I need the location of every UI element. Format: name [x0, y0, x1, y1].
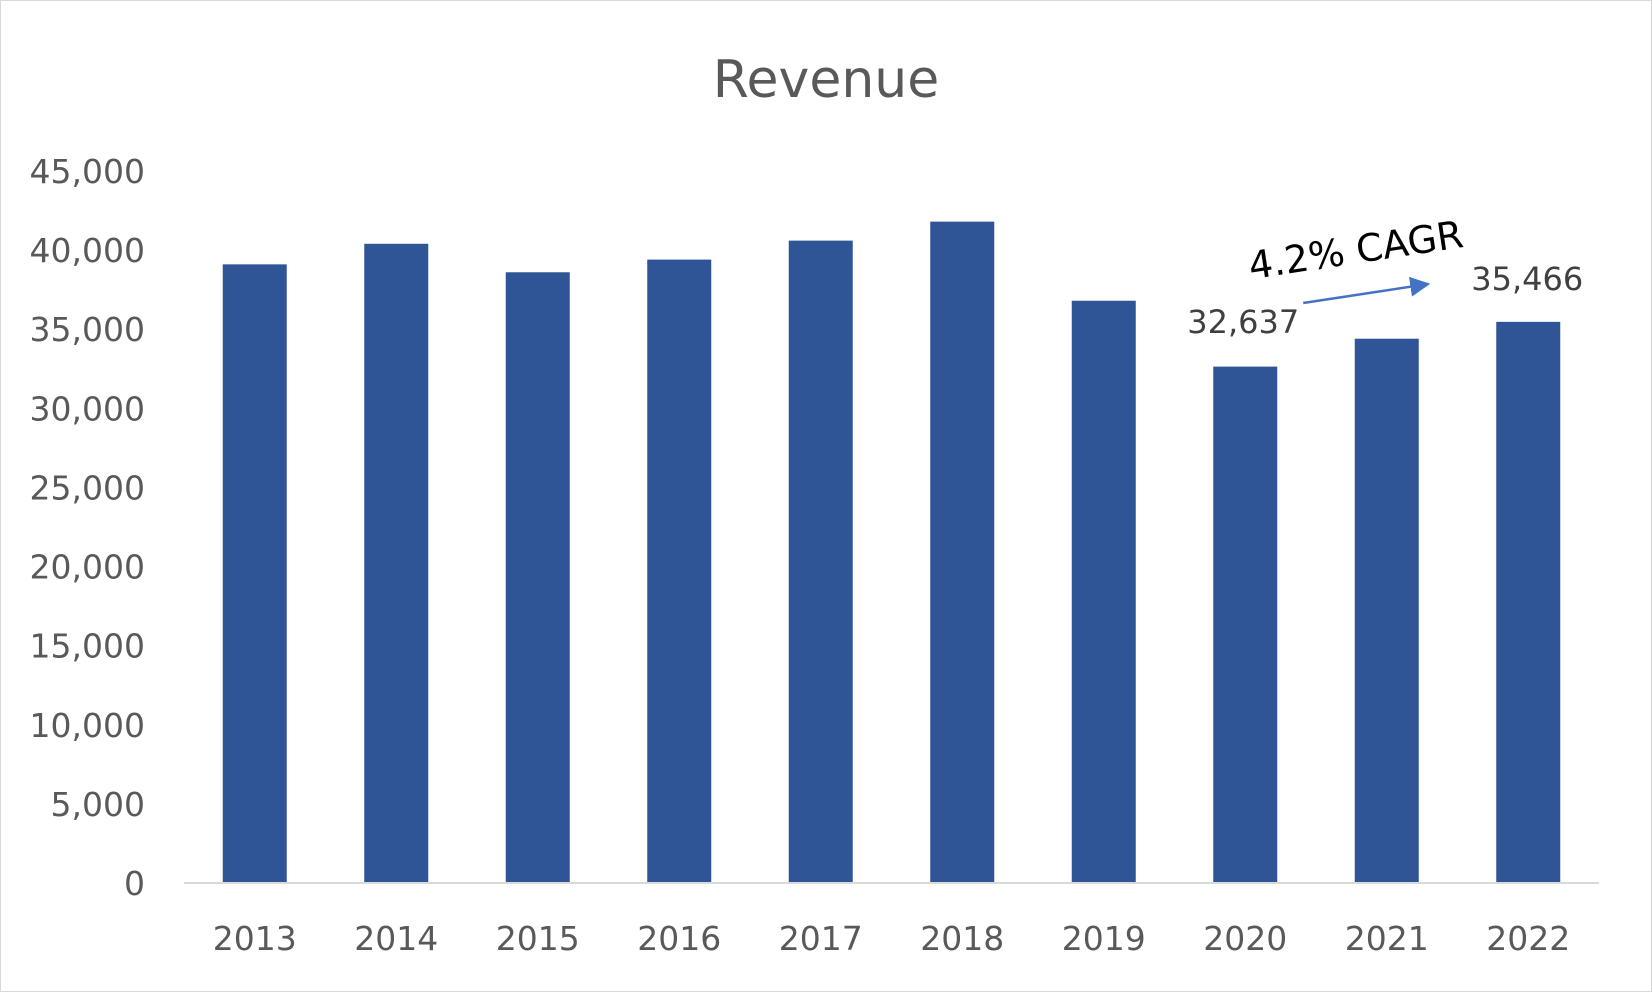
bar-2019	[1071, 300, 1136, 884]
bar-2014	[364, 243, 429, 883]
chart-title: Revenue	[713, 50, 939, 110]
bar-series	[222, 221, 1561, 884]
x-tick-label: 2017	[779, 919, 863, 958]
y-tick-label: 10,000	[30, 706, 145, 745]
x-tick-label: 2022	[1486, 919, 1570, 958]
cagr-arrow	[1303, 276, 1431, 305]
x-tick-label: 2016	[637, 919, 721, 958]
x-tick-label: 2013	[213, 919, 297, 958]
y-tick-label: 20,000	[30, 548, 145, 587]
x-axis-labels: 2013 2014 2015 2016 2017 2018 2019 2020 2021 2022	[213, 919, 1570, 958]
bar-2017	[788, 240, 853, 883]
y-tick-label: 45,000	[30, 152, 145, 191]
y-tick-label: 30,000	[30, 389, 145, 428]
y-tick-label: 0	[124, 864, 145, 903]
x-tick-label: 2018	[920, 919, 1004, 958]
y-tick-label: 25,000	[30, 468, 145, 507]
cagr-label: 4.2% CAGR	[1246, 212, 1466, 288]
x-tick-label: 2015	[496, 919, 580, 958]
bar-2016	[647, 259, 712, 883]
y-tick-label: 35,000	[30, 310, 145, 349]
bar-2015	[505, 272, 570, 883]
bar-2021	[1354, 338, 1419, 883]
y-tick-label: 15,000	[30, 627, 145, 666]
data-label-2022: 35,466	[1471, 260, 1583, 298]
bar-2022	[1496, 321, 1561, 883]
cagr-annotation: 4.2% CAGR	[1246, 212, 1466, 305]
y-axis-labels: 0 5,000 10,000 15,000 20,000 25,000 30,000 35,0…	[30, 152, 145, 903]
bar-2013	[222, 264, 287, 884]
x-tick-label: 2019	[1062, 919, 1146, 958]
x-tick-label: 2021	[1345, 919, 1429, 958]
bar-2020	[1213, 366, 1278, 884]
data-labels: 32,637 35,466	[1187, 260, 1583, 341]
data-label-2020: 32,637	[1187, 303, 1299, 341]
y-tick-label: 40,000	[30, 231, 145, 270]
x-tick-label: 2020	[1203, 919, 1287, 958]
y-tick-label: 5,000	[51, 785, 145, 824]
bar-2018	[930, 221, 995, 883]
x-tick-label: 2014	[354, 919, 438, 958]
